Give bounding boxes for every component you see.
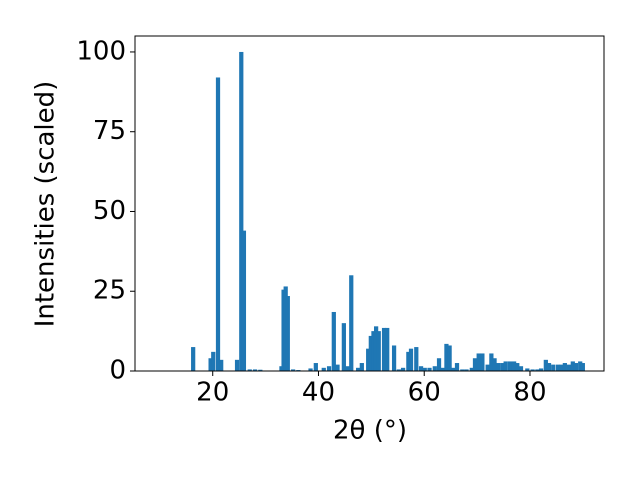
bar [422,367,427,371]
bar [391,345,397,371]
bar [376,331,381,371]
bar [454,363,460,371]
bar [234,359,240,371]
bar [215,77,221,371]
bar [469,367,474,371]
bar [480,353,485,371]
bar [538,368,544,371]
bar [252,369,258,371]
bar [373,326,379,371]
bar [503,361,508,371]
y-tick-label: 0 [109,356,126,386]
bar [496,363,501,371]
bar [241,230,247,371]
x-tick-label: 80 [513,378,546,408]
bar [345,366,350,371]
bar [485,364,490,371]
bar [368,335,373,371]
bar [543,359,548,371]
bar [313,363,318,371]
y-tick-label: 25 [93,276,126,306]
bar [408,348,414,371]
bar [464,369,469,371]
bar [371,331,376,371]
bar [427,367,432,371]
bar [515,363,520,371]
bar [578,361,583,371]
bar [366,348,371,371]
bar [381,327,387,371]
bar [432,366,437,371]
bar [447,345,452,371]
bar [530,369,535,371]
bar [566,364,572,371]
bar [341,323,346,371]
y-tick-label: 100 [76,36,126,66]
bar [308,368,313,371]
bar [476,353,481,371]
bar [551,364,556,371]
bar [396,369,401,371]
bar [555,364,561,371]
bar [406,351,411,371]
bar [211,351,216,371]
bar [191,347,196,371]
bar [444,343,449,371]
bar [562,363,567,371]
bar [258,369,263,371]
bar [573,363,579,371]
bar [400,367,406,371]
bar [359,363,364,371]
x-tick-label: 20 [196,378,229,408]
bar [414,347,419,371]
y-tick-label: 50 [93,196,126,226]
y-axis-label: Intensities (scaled) [31,81,61,328]
bar [580,363,585,371]
bar [208,358,213,371]
bar [385,327,390,371]
bar [436,358,442,371]
bar [326,366,332,371]
bar [285,296,290,371]
bar [500,363,505,371]
bar [440,367,445,371]
bar [546,363,552,371]
bar [418,366,424,371]
bar [247,369,252,371]
plot-frame [134,35,605,372]
bar [472,358,478,371]
bar [451,367,456,371]
bar [525,368,530,371]
y-tick-label: 75 [93,116,126,146]
bar [335,364,340,371]
x-tick-label: 60 [408,378,441,408]
bar [219,359,224,371]
bar [331,311,336,371]
bar [460,369,465,371]
bar [492,358,497,371]
bar [321,367,326,371]
bar [507,361,512,371]
bar [290,369,296,371]
bar [518,366,524,371]
bar [239,51,244,371]
bar [281,289,286,371]
x-axis-label: 2θ (°) [333,416,407,446]
bar [511,361,517,371]
bar [489,353,494,371]
bar [349,275,354,371]
bar [559,364,564,371]
bar [356,367,361,371]
x-tick-label: 40 [302,378,335,408]
bar [535,369,540,371]
bar [570,361,575,371]
